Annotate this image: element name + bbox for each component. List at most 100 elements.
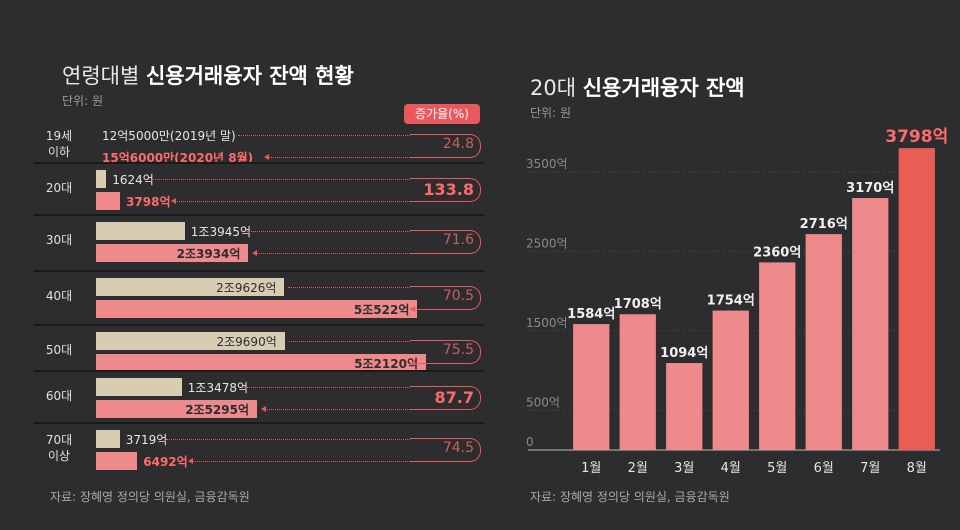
new-balance-label: 15억6000만(2020년 8월) [102,151,254,165]
old-balance-label: 2조9626억 [216,281,277,295]
rate-bracket [410,386,481,410]
left-chart-title: 연령대별 신용거래융자 잔액 현황 [62,60,354,90]
bar-value-label: 1754억 [707,294,755,309]
new-balance-bar [96,354,426,372]
bar-value-label: 1094억 [660,346,708,361]
bar-value-label: 1584억 [567,307,615,322]
new-balance-label: 5조522억 [353,303,410,317]
old-balance-bar [96,430,120,448]
x-tick-label: 5월 [767,461,787,476]
month-bar [712,310,749,450]
connector-line [175,201,414,203]
bar-value-label: 2716억 [800,217,848,232]
growth-rate-value: 71.6 [442,232,474,248]
left-title-prefix: 연령대별 [62,64,140,88]
arrow-head [188,458,194,464]
connector-line [268,157,414,159]
rate-bracket [410,286,481,310]
age-label: 20대 [34,180,84,196]
age-label-line: 19세 [45,129,73,143]
month-bar [619,314,656,450]
age-label: 50대 [34,342,84,358]
age-label-line: 40대 [45,289,73,303]
rate-bracket [410,438,481,462]
x-tick-label: 4월 [721,461,741,476]
age-label-line: 이상 [47,449,71,463]
right-source: 자료: 장혜영 정의당 의원실, 금융감독원 [530,490,730,504]
old-balance-label: 1조3478억 [187,381,249,395]
y-tick-label: 1500억 [526,316,568,330]
rate-header: 증가율(%) [404,104,480,124]
left-source: 자료: 장혜영 정의당 의원실, 금융감독원 [50,490,250,504]
new-balance-label: 2조3934억 [176,247,241,261]
group-separator [34,370,484,372]
old-balance-label: 1624억 [112,173,154,187]
connector-line [192,461,414,463]
old-balance-label: 3719억 [125,433,168,447]
age-label: 40대 [34,288,84,304]
connector-line [165,439,410,441]
left-unit: 단위: 원 [62,94,103,108]
x-tick-label: 1월 [581,461,601,476]
new-balance-bar [96,452,138,470]
connector-line [288,287,410,289]
age-label-line: 이하 [47,145,71,159]
arrow-head [261,406,267,412]
rate-bracket [410,178,481,202]
old-balance-bar [96,222,185,240]
arrow-head [410,306,415,312]
connector-line [246,231,410,233]
old-balance-label: 2조9690억 [216,335,277,349]
bar-value-label: 2360억 [753,245,801,260]
old-balance-bar [96,278,285,296]
arrow-head [171,198,177,204]
bar-value-label: 3798억 [885,127,948,147]
month-bar [666,363,703,450]
growth-rate-value: 75.5 [442,342,474,358]
month-bar [573,324,610,450]
x-tick-label: 8월 [907,461,927,476]
growth-rate-value: 87.7 [434,388,474,407]
new-balance-label: 6492억 [143,455,188,469]
age-label-line: 30대 [45,233,73,247]
growth-rate-value: 24.8 [442,136,474,152]
right-title-prefix: 20대 [530,76,577,100]
connector-line [152,179,410,181]
old-balance-bar [96,170,107,188]
old-balance-label: 12억5000만(2019년 말) [102,129,236,143]
connector-line [265,409,414,411]
growth-rate-value: 133.8 [423,180,474,199]
arrow-head [410,360,415,366]
rate-bracket [410,230,481,254]
y-tick-label: 3500억 [526,157,568,171]
x-tick-label: 3월 [674,461,694,476]
new-balance-bar [96,192,121,210]
age-label-line: 70대 [45,433,73,447]
x-tick-label: 7월 [860,461,880,476]
new-balance-bar [96,400,258,418]
new-balance-label: 2조5295억 [185,403,250,417]
left-title-bold: 신용거래융자 잔액 현황 [145,64,354,88]
age-label-line: 50대 [45,343,73,357]
group-separator [34,162,484,164]
new-balance-label: 5조2120억 [354,357,418,371]
growth-rate-value: 74.5 [442,440,474,456]
age-label: 30대 [34,232,84,248]
old-balance-label: 1조3945억 [190,225,252,239]
right-chart-title: 20대 신용거래융자 잔액 [530,72,745,102]
old-balance-bar [96,332,285,350]
group-separator [34,214,484,216]
x-tick-label: 6월 [814,461,834,476]
bar-value-label: 3170억 [846,181,894,196]
new-balance-label: 3798억 [126,195,171,209]
arrow-head [252,250,258,256]
new-balance-bar [96,244,249,262]
age-label-line: 60대 [45,389,73,403]
y-tick-label: 0 [526,435,534,449]
right-unit: 단위: 원 [530,106,571,120]
month-bar [759,262,796,450]
right-title-bold: 신용거래융자 잔액 [582,76,745,100]
rate-bracket [410,340,481,364]
